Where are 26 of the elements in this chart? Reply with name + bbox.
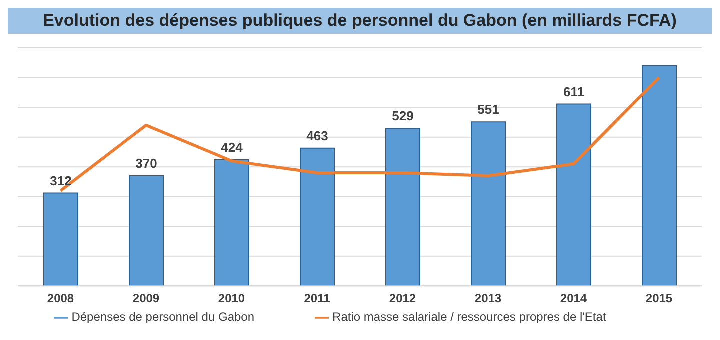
data-label: 529	[392, 108, 414, 124]
data-label: 463	[306, 128, 328, 144]
x-tick-label: 2010	[218, 292, 246, 306]
x-tick-label: 2014	[560, 292, 588, 306]
bar	[44, 192, 78, 286]
x-tick-label: 2012	[389, 292, 416, 306]
bar	[129, 176, 164, 286]
bar	[642, 65, 677, 286]
data-label: 312	[50, 173, 72, 188]
data-label: 551	[478, 102, 500, 118]
x-tick-label: 2009	[132, 292, 160, 306]
data-label: 424	[221, 140, 244, 155]
x-tick-label: 2008	[47, 292, 74, 306]
bar	[386, 128, 420, 286]
chart-title: Evolution des dépenses publiques de personnel du Gabon (en milliards FCFA)	[8, 8, 712, 34]
bar	[556, 104, 592, 286]
bar	[300, 148, 335, 286]
x-tick-label: 2011	[304, 292, 331, 306]
data-label: 611	[564, 84, 584, 100]
legend-label: Dépenses de personnel du Gabon	[72, 310, 255, 324]
x-tick-label: 2015	[646, 292, 673, 306]
data-label: 370	[136, 156, 158, 172]
bar	[471, 122, 506, 286]
x-tick-label: 2013	[474, 292, 502, 306]
legend-label: Ratio masse salariale / ressources propres de l'Etat	[332, 310, 606, 324]
bar	[214, 159, 250, 286]
